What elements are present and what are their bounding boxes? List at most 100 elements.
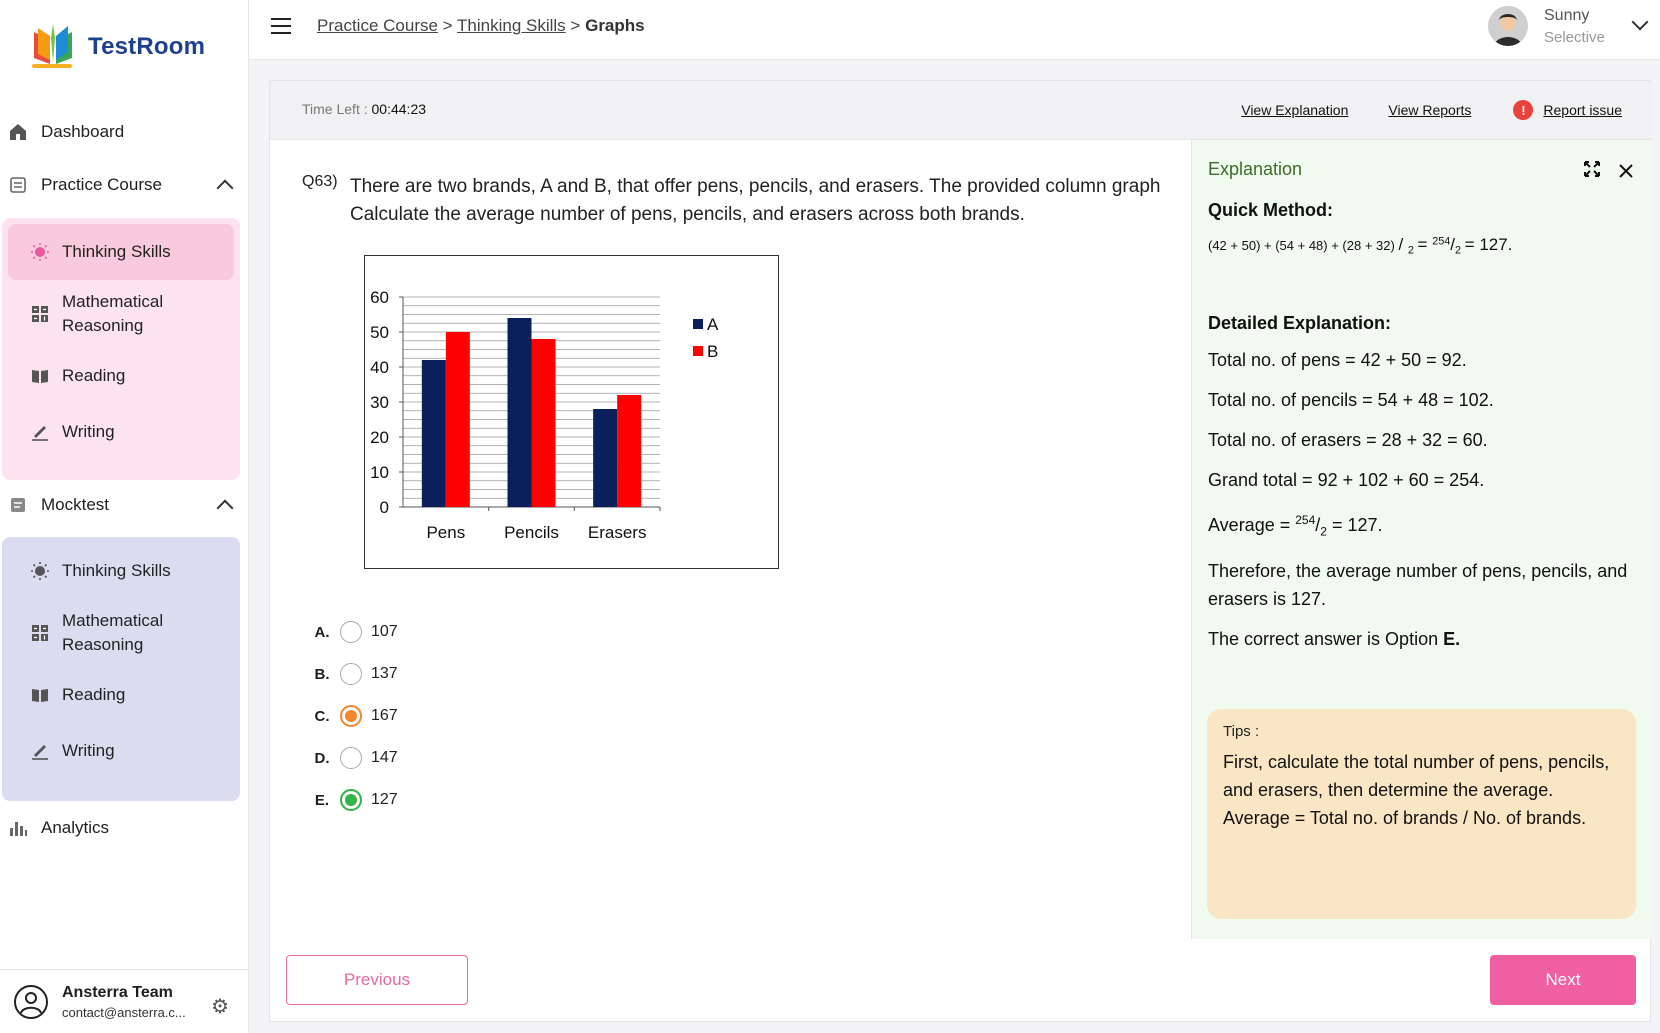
- user-name: Ansterra Team: [62, 983, 173, 1001]
- option-e[interactable]: E. 127: [310, 779, 398, 821]
- sidebar-section-mocktest[interactable]: Mocktest: [0, 485, 249, 525]
- explanation-line: Total no. of pens = 42 + 50 = 92.: [1208, 349, 1467, 370]
- detailed-heading: Detailed Explanation:: [1208, 312, 1392, 333]
- option-a[interactable]: A. 107: [310, 611, 398, 653]
- bar-a-pencils: [507, 318, 532, 507]
- option-value: 127: [371, 791, 398, 808]
- user-email: contact@ansterra.c...: [62, 1004, 186, 1020]
- radio-button-correct[interactable]: [340, 789, 362, 811]
- report-issue-link[interactable]: Report issue: [1543, 102, 1622, 118]
- option-d[interactable]: D. 147: [310, 737, 398, 779]
- option-letter: A.: [314, 623, 330, 641]
- sidebar-item-thinking-skills[interactable]: Thinking Skills: [8, 224, 234, 280]
- sidebar-item-analytics[interactable]: Analytics: [0, 808, 249, 848]
- explanation-line: Total no. of pencils = 54 + 48 = 102.: [1208, 389, 1494, 410]
- sidebar-item-reading[interactable]: Reading: [8, 667, 234, 723]
- option-value: 147: [371, 749, 398, 766]
- legend-label: B: [707, 342, 718, 361]
- sidebar-section-practice-course[interactable]: Practice Course: [0, 165, 249, 205]
- x-tick-label: Pens: [426, 523, 465, 542]
- average-num: 254: [1295, 512, 1316, 527]
- alert-icon: !: [1513, 100, 1534, 120]
- book-icon: [30, 685, 50, 705]
- sidebar-item-reading[interactable]: Reading: [8, 348, 234, 404]
- previous-button[interactable]: Previous: [286, 955, 468, 1005]
- next-button[interactable]: Next: [1490, 955, 1636, 1005]
- y-tick-label: 60: [370, 288, 389, 307]
- x-tick-label: Erasers: [588, 523, 647, 542]
- average-line: Average = 254/2 = 127.: [1208, 512, 1383, 539]
- sidebar-user-profile[interactable]: Ansterra Team contact@ansterra.c... ⚙: [0, 969, 249, 1033]
- view-explanation-link[interactable]: View Explanation: [1241, 102, 1349, 118]
- answer-prefix: The correct answer is Option: [1208, 629, 1444, 650]
- tips-box: Tips : First, calculate the total number…: [1207, 709, 1636, 919]
- view-reports-link[interactable]: View Reports: [1388, 102, 1472, 118]
- quick-method-formula: (42 + 50) + (54 + 48) + (28 + 32) / 2 = …: [1208, 235, 1513, 257]
- hamburger-menu-icon[interactable]: [271, 18, 291, 34]
- chevron-up-icon[interactable]: [216, 499, 234, 517]
- sidebar-item-dashboard[interactable]: Dashboard: [0, 112, 249, 152]
- legend-swatch: [693, 346, 703, 356]
- grid-icon: [30, 304, 50, 324]
- bulb-icon: [30, 242, 50, 262]
- bar-a-pens: [421, 360, 446, 507]
- breadcrumb-current: Graphs: [585, 16, 645, 35]
- expand-icon[interactable]: [1583, 160, 1601, 183]
- breadcrumb-thinking-skills[interactable]: Thinking Skills: [457, 16, 566, 35]
- average-prefix: Average =: [1208, 514, 1296, 535]
- timer: Time Left : 00:44:23: [302, 101, 426, 117]
- mocktest-group: Thinking Skills Mathematical Reasoning R…: [2, 537, 240, 801]
- option-value: 137: [371, 665, 398, 682]
- radio-button-selected[interactable]: [340, 705, 362, 727]
- breadcrumb-practice-course[interactable]: Practice Course: [317, 16, 438, 35]
- question-card: Time Left : 00:44:23 View Explanation Vi…: [269, 80, 1652, 1022]
- user-avatar-icon: [14, 984, 48, 1019]
- formula-numerator: (42 + 50) + (54 + 48) + (28 + 32): [1208, 238, 1395, 253]
- gear-icon[interactable]: ⚙: [211, 996, 229, 1018]
- tips-line: First, calculate the total number of pen…: [1223, 752, 1610, 800]
- option-b[interactable]: B. 137: [310, 653, 398, 695]
- brand-name: TestRoom: [88, 33, 206, 60]
- y-tick-label: 40: [370, 358, 389, 377]
- answer-option: E.: [1443, 629, 1461, 650]
- sidebar-item-writing[interactable]: Writing: [8, 404, 234, 460]
- sidebar-item-label: Dashboard: [41, 122, 125, 141]
- y-tick-label: 0: [380, 498, 389, 517]
- pen-icon: [30, 741, 50, 761]
- option-letter: B.: [314, 665, 330, 683]
- course-icon: [8, 175, 28, 195]
- sidebar-item-writing[interactable]: Writing: [8, 723, 234, 779]
- section-label: Mocktest: [41, 495, 110, 514]
- chevron-up-icon[interactable]: [216, 179, 234, 197]
- practice-course-group: Thinking Skills Mathematical Reasoning R…: [2, 218, 240, 480]
- radio-button[interactable]: [340, 747, 362, 769]
- grid-icon: [30, 623, 50, 643]
- avatar: [1488, 6, 1528, 46]
- formula-result: = 127.: [1464, 235, 1513, 254]
- legend-label: A: [707, 315, 719, 334]
- radio-button[interactable]: [340, 663, 362, 685]
- sidebar-item-mathematical-reasoning[interactable]: Mathematical Reasoning: [8, 280, 234, 348]
- close-icon[interactable]: [1617, 162, 1635, 182]
- logo[interactable]: TestRoom: [28, 20, 205, 74]
- average-den: 2: [1320, 524, 1327, 539]
- bar-chart-icon: [8, 818, 28, 838]
- book-icon: [30, 366, 50, 386]
- sidebar-item-label: Thinking Skills: [62, 561, 171, 580]
- sidebar-item-mathematical-reasoning[interactable]: Mathematical Reasoning: [8, 599, 234, 667]
- formula-num2: 254: [1432, 235, 1451, 248]
- chevron-down-icon[interactable]: [1631, 13, 1649, 31]
- bar-b-pencils: [531, 339, 556, 507]
- sidebar-item-label: Analytics: [41, 818, 110, 837]
- sidebar-item-label: Writing: [62, 741, 115, 760]
- quick-method-heading: Quick Method:: [1208, 200, 1333, 220]
- bar-b-erasers: [617, 395, 642, 507]
- breadcrumb: Practice Course > Thinking Skills > Grap…: [317, 16, 645, 36]
- explanation-line: Grand total = 92 + 102 + 60 = 254.: [1208, 469, 1485, 490]
- header-user-menu[interactable]: Sunny Selective: [1488, 6, 1649, 46]
- sidebar-item-thinking-skills[interactable]: Thinking Skills: [8, 543, 234, 599]
- y-tick-label: 30: [370, 393, 389, 412]
- radio-button[interactable]: [340, 621, 362, 643]
- bulb-icon: [30, 561, 50, 581]
- option-c[interactable]: C. 167: [310, 695, 398, 737]
